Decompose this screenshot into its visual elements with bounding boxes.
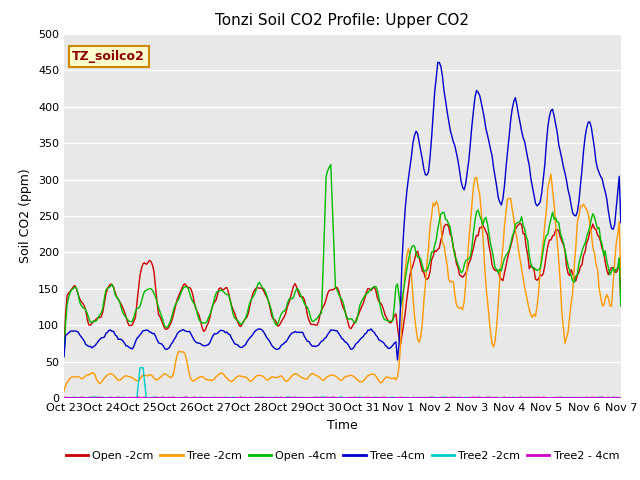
- Y-axis label: Soil CO2 (ppm): Soil CO2 (ppm): [19, 168, 33, 264]
- Legend: Open -2cm, Tree -2cm, Open -4cm, Tree -4cm, Tree2 -2cm, Tree2 - 4cm: Open -2cm, Tree -2cm, Open -4cm, Tree -4…: [61, 447, 623, 466]
- Text: TZ_soilco2: TZ_soilco2: [72, 50, 145, 63]
- Title: Tonzi Soil CO2 Profile: Upper CO2: Tonzi Soil CO2 Profile: Upper CO2: [216, 13, 469, 28]
- X-axis label: Time: Time: [327, 419, 358, 432]
